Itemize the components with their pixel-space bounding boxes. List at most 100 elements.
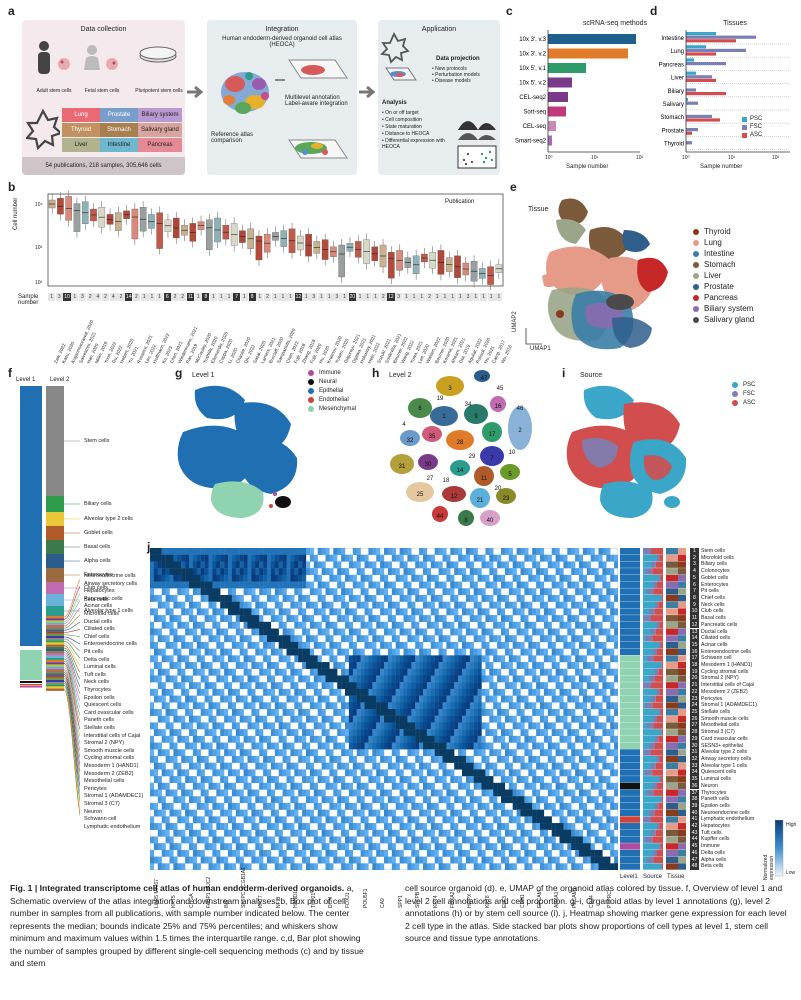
j-heatmap-cell [337,776,342,783]
j-heatmap-cell [411,843,416,851]
j-heatmap-cell [313,802,318,810]
j-heatmap-cell [192,682,197,690]
j-tissue-bar [666,709,678,716]
h-cluster-number: 23 [503,496,510,502]
j-heatmap-cell [212,749,217,757]
j-heatmap-cell [399,729,404,737]
j-heatmap-cell [341,709,346,716]
j-tissue-bar [678,722,686,729]
j-heatmap-cell [536,641,541,649]
j-heatmap-cell [462,601,467,609]
j-heatmap-cell [543,735,548,743]
j-heatmap-cell [356,729,361,737]
j-heatmap-cell [403,722,408,730]
j-heatmap-cell [321,641,326,649]
j-heatmap-cell [220,574,225,582]
j-heatmap-cell [610,762,615,770]
j-heatmap-cell [278,769,283,777]
j-heatmap-cell [239,789,244,797]
j-heatmap-cell [267,789,272,797]
j-heatmap-cell [594,554,599,562]
j-heatmap-cell [282,628,287,636]
j-heatmap-cell [313,554,318,562]
j-heatmap-cell [411,635,416,643]
j-heatmap-cell [196,688,201,696]
j-heatmap-cell [536,836,541,844]
projection-item-text: Disease models [435,78,471,84]
j-heatmap-cell [196,601,201,609]
j-heatmap-cell [536,809,541,817]
j-heatmap-cell [391,715,396,723]
j-heatmap-cell [263,561,268,569]
j-row-text: Stem cells [701,548,725,554]
j-source-bar [647,789,654,796]
j-heatmap-cell [399,776,404,783]
j-heatmap-cell [384,722,389,730]
j-heatmap-cell [364,735,369,743]
j-heatmap-cell [426,682,431,690]
j-heatmap-cell [380,668,385,676]
j-heatmap-cell [582,675,587,683]
j-heatmap-cell [220,809,225,817]
j-heatmap-cell [415,709,420,716]
j-heatmap-cell [430,621,435,629]
j-heatmap-cell [399,782,404,790]
j-heatmap-cell [321,856,326,864]
j-heatmap-cell [196,755,201,763]
j-heatmap-cell [212,729,217,737]
j-heatmap-cell [575,554,580,562]
j-heatmap-cell [216,628,221,636]
j-heatmap-cell [153,856,158,864]
j-source-bar [653,648,657,656]
j-heatmap-cell [372,863,377,870]
j-heatmap-cell [290,648,295,656]
j-heatmap-cell [169,809,174,817]
j-heatmap-cell [555,675,560,683]
j-heatmap-cell [563,635,568,643]
j-heatmap-cell [536,776,541,783]
j-heatmap-cell [559,601,564,609]
j-heatmap-cell [356,843,361,851]
j-heatmap-cell [231,769,236,777]
j-row-label: 22 Mesoderm 2 (ZEB2) [690,688,748,696]
j-heatmap-cell [306,823,311,830]
j-heatmap-cell [391,849,396,857]
j-heatmap-cell [243,776,248,783]
j-heatmap-cell [387,615,392,622]
j-heatmap-cell [348,655,353,663]
j-heatmap-cell [161,809,166,817]
j-heatmap-cell [278,561,283,569]
j-heatmap-cell [290,856,295,864]
f-l2-label: Goblet cells [84,530,113,536]
j-heatmap-cell [177,762,182,770]
j-heatmap-cell [594,836,599,844]
j-heatmap-cell [306,662,311,669]
j-heatmap-cell [551,836,556,844]
h-cluster [480,446,504,466]
j-heatmap-cell [196,782,201,790]
j-heatmap-cell [231,709,236,716]
j-heatmap-cell [524,621,529,629]
j-heatmap-cell [391,782,396,790]
f-l2-label: Stromal 3 (C7) [84,801,120,807]
j-heatmap-cell [497,574,502,582]
j-level1-bar [620,829,640,837]
j-heatmap-cell [387,829,392,837]
j-heatmap-cell [419,695,424,703]
j-heatmap-cell [520,608,525,616]
j-heatmap-cell [263,682,268,690]
j-heatmap-cell [450,856,455,864]
j-heatmap-cell [165,688,170,696]
j-heatmap-cell [380,608,385,616]
legend-text: ASC [743,399,756,406]
d-tissue-label: Intestine [661,36,684,42]
j-heatmap-cell [372,709,377,716]
j-heatmap-cell [384,668,389,676]
d-bar [686,114,712,118]
j-heatmap-cell [302,843,307,851]
j-heatmap-cell [543,635,548,643]
j-heatmap-cell [426,635,431,643]
j-heatmap-cell [352,662,357,669]
j-heatmap-cell [419,755,424,763]
j-heatmap-cell [582,776,587,783]
